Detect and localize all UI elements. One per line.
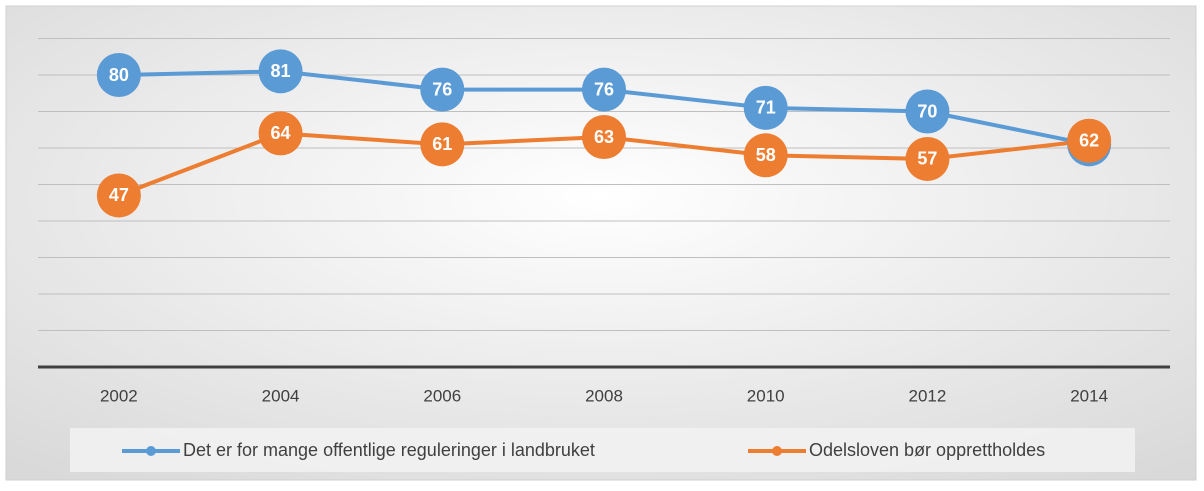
data-label: 62 [1079, 130, 1099, 150]
data-point [96, 173, 141, 218]
data-label: 61 [432, 134, 452, 154]
data-point [743, 133, 788, 178]
x-tick-label: 2010 [747, 386, 785, 405]
legend-box [70, 428, 1135, 472]
data-point [96, 53, 141, 97]
data-point [1067, 118, 1112, 163]
data-point [905, 89, 950, 134]
data-label: 63 [594, 127, 614, 147]
legend-label: Det er for mange offentlige reguleringer… [183, 440, 595, 460]
data-point [905, 136, 950, 181]
legend-label: Odelsloven bør opprettholdes [809, 440, 1045, 460]
data-label: 47 [109, 185, 129, 205]
data-point [582, 115, 626, 160]
data-label: 58 [756, 145, 776, 165]
data-point [743, 85, 788, 130]
x-tick-label: 2006 [423, 386, 461, 405]
data-label: 70 [917, 101, 937, 121]
x-tick-label: 2014 [1070, 386, 1108, 405]
data-label: 80 [109, 65, 129, 85]
x-tick-label: 2004 [262, 386, 300, 405]
data-label: 64 [271, 123, 291, 143]
x-tick-label: 2002 [100, 386, 138, 405]
x-tick-label: 2008 [585, 386, 623, 405]
data-label: 76 [594, 79, 614, 99]
data-label: 71 [756, 98, 776, 118]
data-point [258, 49, 303, 94]
data-label: 76 [432, 79, 452, 99]
data-point [582, 67, 626, 112]
data-point [420, 67, 465, 112]
data-point [420, 122, 465, 167]
x-tick-label: 2012 [909, 386, 947, 405]
legend-marker [146, 446, 156, 456]
legend-marker [772, 446, 782, 456]
data-label: 57 [917, 149, 937, 169]
data-label: 81 [271, 61, 291, 81]
data-point [258, 111, 303, 156]
